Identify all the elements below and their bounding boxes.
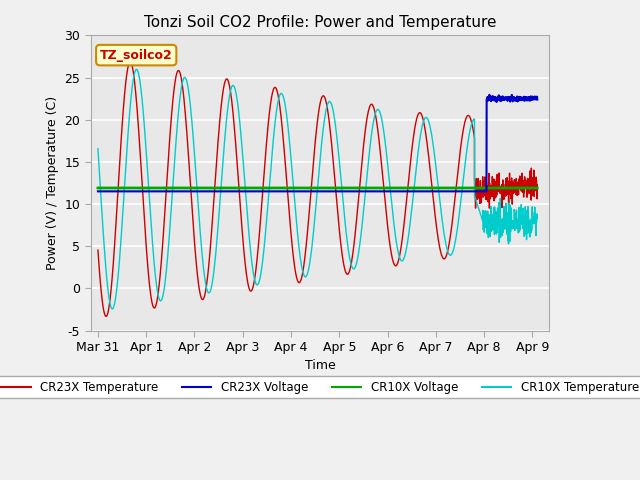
Y-axis label: Power (V) / Temperature (C): Power (V) / Temperature (C)	[46, 96, 59, 270]
Text: TZ_soilco2: TZ_soilco2	[100, 48, 173, 61]
X-axis label: Time: Time	[305, 360, 335, 372]
Title: Tonzi Soil CO2 Profile: Power and Temperature: Tonzi Soil CO2 Profile: Power and Temper…	[144, 15, 496, 30]
Legend: CR23X Temperature, CR23X Voltage, CR10X Voltage, CR10X Temperature: CR23X Temperature, CR23X Voltage, CR10X …	[0, 376, 640, 398]
